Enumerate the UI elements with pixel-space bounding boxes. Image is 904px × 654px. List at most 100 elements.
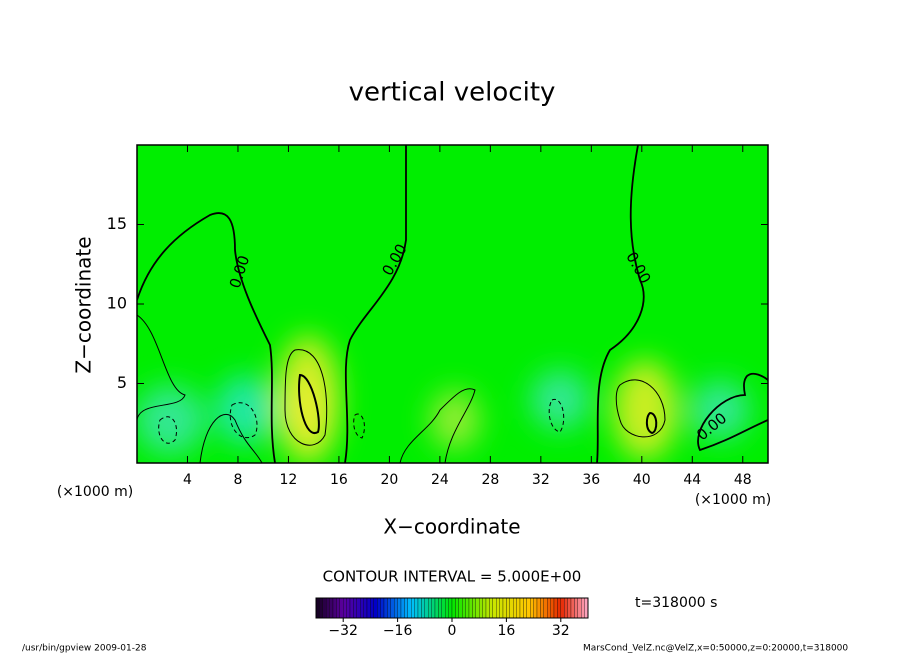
colorbar-cell — [404, 597, 408, 619]
colorbar-cell — [353, 597, 357, 619]
contour — [298, 373, 320, 435]
colorbar-cell — [475, 597, 480, 619]
field-blob — [290, 375, 326, 445]
y-tick-label: 15 — [107, 214, 127, 233]
colorbar-cell — [322, 597, 327, 619]
colorbar-cell — [336, 597, 340, 619]
contour — [645, 411, 658, 435]
colorbar-cell — [550, 597, 555, 619]
field-blob — [613, 360, 677, 460]
contour — [399, 388, 476, 463]
colorbar-tick-label: −16 — [383, 623, 413, 639]
x-tick-label: 24 — [431, 472, 449, 488]
colorbar-cell — [547, 597, 551, 619]
colorbar-cell — [574, 597, 578, 619]
y-tick-label: 5 — [117, 373, 127, 392]
colorbar-cell — [380, 597, 385, 619]
colorbar-cell — [513, 597, 517, 619]
chart-title: vertical velocity — [349, 78, 556, 108]
colorbar-cell — [533, 597, 538, 619]
colorbar-cell — [502, 597, 507, 619]
x-tick-label: 20 — [380, 472, 398, 488]
colorbar-cell — [482, 597, 487, 619]
colorbar-cell — [570, 597, 575, 619]
colorbar-cell — [397, 597, 402, 619]
time-label: t=318000 s — [635, 595, 717, 611]
colorbar-cell — [458, 597, 463, 619]
field-blob — [430, 390, 480, 450]
colorbar-cell — [451, 597, 456, 619]
x-tick-label: 48 — [734, 472, 752, 488]
field-blob — [137, 385, 205, 455]
colorbar-cell — [329, 597, 334, 619]
colorbar-cell — [560, 597, 565, 619]
colorbar-cell — [516, 597, 521, 619]
contour — [137, 314, 186, 421]
x-tick-label: 32 — [532, 472, 550, 488]
colorbar-cell — [366, 597, 371, 619]
contour — [548, 398, 565, 433]
colorbar-cell — [424, 597, 429, 619]
colorbar-cell — [319, 597, 323, 619]
colorbar-cell — [370, 597, 374, 619]
colorbar-cell — [472, 597, 476, 619]
x-tick-label: 28 — [481, 472, 499, 488]
colorbar-cell — [509, 597, 514, 619]
colorbar-cell — [438, 597, 442, 619]
colorbar-cell — [479, 597, 483, 619]
colorbar: −32 −16 0 16 32 — [315, 597, 589, 639]
footer-right: MarsCond_VelZ.nc@VelZ,x=0:50000,z=0:2000… — [583, 644, 848, 654]
x-tick-label: 44 — [683, 472, 701, 488]
x-tick-label: 4 — [183, 472, 192, 488]
x-unit-left: (×1000 m) — [57, 484, 133, 500]
colorbar-cell — [499, 597, 504, 619]
colorbar-cell — [577, 597, 582, 619]
colorbar-cell — [349, 597, 354, 619]
zero-contour — [137, 212, 276, 463]
contour — [229, 402, 258, 439]
colorbar-cell — [492, 597, 497, 619]
colorbar-cell — [485, 597, 490, 619]
colorbar-cell — [530, 597, 534, 619]
colorbar-cell — [346, 597, 351, 619]
field-blob — [215, 375, 275, 445]
colorbar-cell — [462, 597, 466, 619]
colorbar-cell — [553, 597, 558, 619]
colorbar-cell — [377, 597, 381, 619]
colorbar-cell — [557, 597, 561, 619]
colorbar-cell — [315, 597, 320, 619]
colorbar-cell — [526, 597, 531, 619]
x-unit-right: (×1000 m) — [695, 492, 771, 508]
zero-contour — [697, 372, 768, 452]
x-axis-title: X−coordinate — [383, 515, 520, 539]
footer-left: /usr/bin/gpview 2009-01-28 — [22, 644, 147, 654]
colorbar-cell — [455, 597, 459, 619]
colorbar-tick-label: −32 — [328, 623, 358, 639]
colorbar-cell — [373, 597, 378, 619]
colorbar-cell — [445, 597, 449, 619]
colorbar-cell — [360, 597, 364, 619]
contour — [615, 379, 666, 438]
colorbar-cell — [417, 597, 422, 619]
colorbar-cell — [567, 597, 572, 619]
field-blob — [690, 380, 750, 440]
colorbar-tick-label: 32 — [552, 623, 570, 639]
colorbar-cell — [564, 597, 568, 619]
colorbar-cell — [536, 597, 541, 619]
colorbar-cell — [339, 597, 344, 619]
colorbar-cell — [519, 597, 524, 619]
colorbar-cell — [383, 597, 388, 619]
colorbar-cell — [543, 597, 548, 619]
colorbar-cell — [468, 597, 473, 619]
colorbar-cell — [428, 597, 432, 619]
contour — [199, 414, 263, 463]
x-tick-label: 16 — [330, 472, 348, 488]
y-tick-label: 10 — [107, 294, 127, 313]
colorbar-cell — [584, 597, 589, 619]
colorbar-cell — [356, 597, 361, 619]
colorbar-cell — [394, 597, 398, 619]
colorbar-cell — [581, 597, 585, 619]
contour — [284, 349, 328, 446]
colorbar-cell — [400, 597, 405, 619]
